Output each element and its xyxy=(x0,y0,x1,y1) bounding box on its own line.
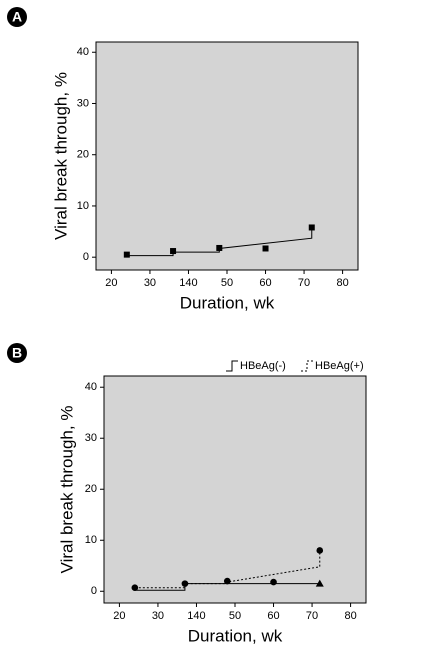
legend-label: HBeAg(+) xyxy=(315,360,364,372)
legend-label: HBeAg(-) xyxy=(240,360,286,372)
x-tick-label: 140 xyxy=(187,610,205,622)
plot-area xyxy=(95,41,359,271)
y-tick-label: 30 xyxy=(77,97,89,109)
x-axis-label: Duration, wk xyxy=(188,626,283,645)
x-tick-label: 80 xyxy=(344,610,356,622)
fit-line xyxy=(134,550,321,589)
y-tick-label: 20 xyxy=(85,483,97,495)
legend-swatch xyxy=(301,360,313,372)
panel-label: B xyxy=(12,345,22,361)
y-axis-label: Viral break through, % xyxy=(57,406,76,574)
x-tick-label: 60 xyxy=(267,610,279,622)
y-tick-label: 30 xyxy=(85,432,97,444)
x-tick-label: 50 xyxy=(221,277,233,289)
y-tick-label: 40 xyxy=(85,381,97,393)
marker xyxy=(170,248,177,255)
x-axis-label: Duration, wk xyxy=(180,293,275,312)
legend-swatch xyxy=(226,360,238,372)
panel-badge xyxy=(7,343,27,363)
fit-line xyxy=(134,583,320,591)
marker xyxy=(181,580,189,587)
marker xyxy=(223,577,231,585)
y-tick-label: 20 xyxy=(77,149,89,161)
y-tick-label: 40 xyxy=(77,46,89,58)
marker xyxy=(123,251,130,258)
y-tick-label: 0 xyxy=(91,585,97,597)
y-tick-label: 10 xyxy=(77,200,89,212)
marker xyxy=(316,547,324,554)
marker xyxy=(270,578,277,586)
marker xyxy=(131,584,139,591)
fit-line xyxy=(126,227,313,257)
marker xyxy=(308,224,315,231)
panel-label: A xyxy=(12,9,22,25)
x-tick-label: 60 xyxy=(259,277,271,289)
y-tick-label: 0 xyxy=(83,251,89,263)
y-tick-label: 10 xyxy=(85,534,97,546)
x-tick-label: 50 xyxy=(229,610,241,622)
x-tick-label: 20 xyxy=(105,277,117,289)
x-tick-label: 80 xyxy=(336,277,348,289)
marker xyxy=(216,244,223,251)
panel-badge xyxy=(7,7,27,27)
marker xyxy=(262,245,269,252)
x-tick-label: 70 xyxy=(298,277,310,289)
x-tick-label: 140 xyxy=(179,277,197,289)
marker xyxy=(315,579,324,587)
y-axis-label: Viral break through, % xyxy=(51,72,70,240)
x-tick-label: 70 xyxy=(306,610,318,622)
plot-area xyxy=(103,375,367,604)
x-tick-label: 20 xyxy=(113,610,125,622)
x-tick-label: 30 xyxy=(152,610,164,622)
x-tick-label: 30 xyxy=(144,277,156,289)
